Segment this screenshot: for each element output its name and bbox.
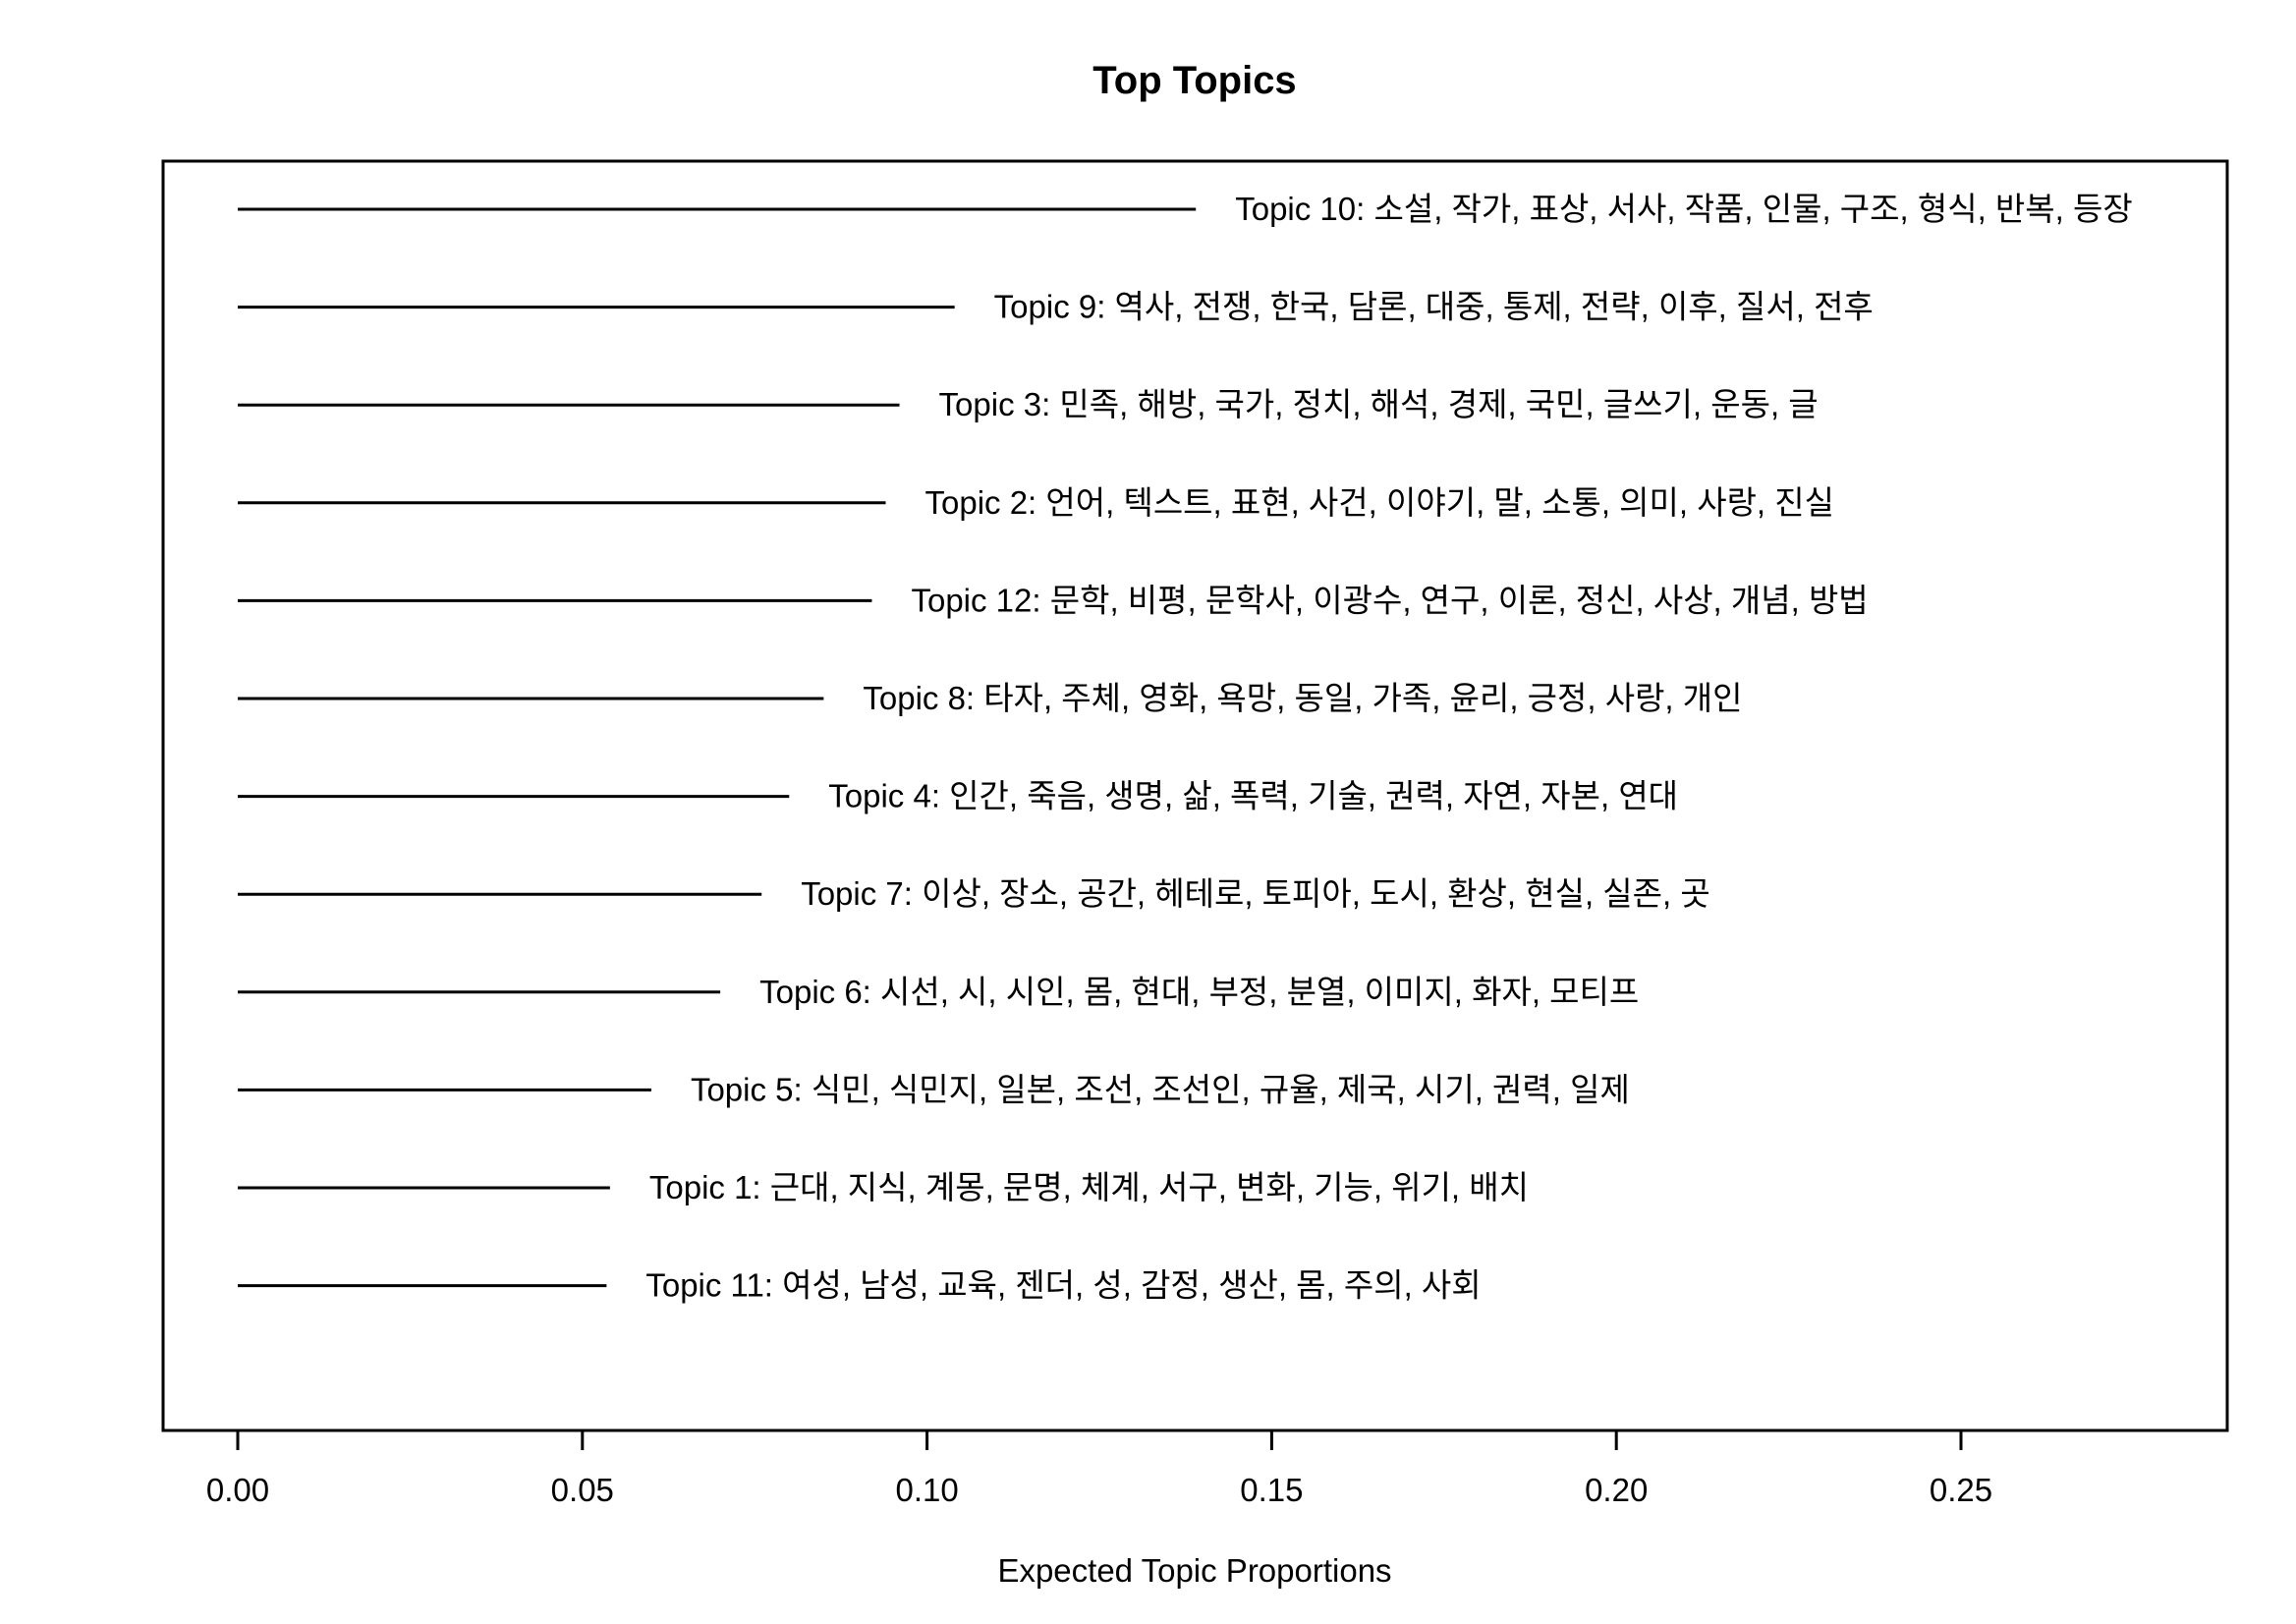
topic-label: Topic 4: 인간, 죽음, 생명, 삶, 폭력, 기술, 권력, 자연, … [828, 778, 1678, 814]
topic-label: Topic 10: 소설, 작가, 표상, 서사, 작품, 인물, 구조, 형식… [1235, 191, 2132, 227]
topic-label: Topic 8: 타자, 주체, 영화, 욕망, 동일, 가족, 윤리, 긍정,… [863, 680, 1742, 716]
topic-label: Topic 1: 근대, 지식, 계몽, 문명, 체계, 서구, 변화, 기능,… [649, 1169, 1529, 1205]
topic-label: Topic 3: 민족, 해방, 국가, 정치, 해석, 경제, 국민, 글쓰기… [939, 386, 1819, 422]
series-layer: Topic 10: 소설, 작가, 표상, 서사, 작품, 인물, 구조, 형식… [238, 191, 2133, 1304]
topic-label: Topic 12: 문학, 비평, 문학사, 이광수, 연구, 이론, 정신, … [911, 582, 1868, 618]
x-tick-label: 0.15 [1240, 1472, 1303, 1508]
topic-label: Topic 11: 여성, 남성, 교육, 젠더, 성, 감정, 생산, 몸, … [645, 1267, 1481, 1304]
x-axis-title: Expected Topic Proportions [997, 1552, 1391, 1589]
x-axis: 0.00 0.05 0.10 0.15 0.20 0.25 [206, 1428, 1992, 1508]
topic-label: Topic 6: 시선, 시, 시인, 몸, 현대, 부정, 분열, 이미지, … [759, 974, 1639, 1010]
topic-label: Topic 2: 언어, 텍스트, 표현, 사건, 이야기, 말, 소통, 의미… [925, 484, 1835, 521]
topic-label: Topic 5: 식민, 식민지, 일본, 조선, 조선인, 규율, 제국, 시… [691, 1071, 1630, 1107]
x-tick-label: 0.05 [551, 1472, 614, 1508]
x-tick-label: 0.20 [1585, 1472, 1648, 1508]
chart-title: Top Topics [1092, 59, 1296, 102]
topic-label: Topic 9: 역사, 전쟁, 한국, 담론, 대중, 통제, 전략, 이후,… [994, 289, 1874, 325]
x-tick-label: 0.25 [1930, 1472, 1992, 1508]
topic-label: Topic 7: 이상, 장소, 공간, 헤테로, 토피아, 도시, 환상, 현… [801, 875, 1710, 912]
x-tick-label: 0.10 [895, 1472, 958, 1508]
x-tick-label: 0.00 [206, 1472, 269, 1508]
